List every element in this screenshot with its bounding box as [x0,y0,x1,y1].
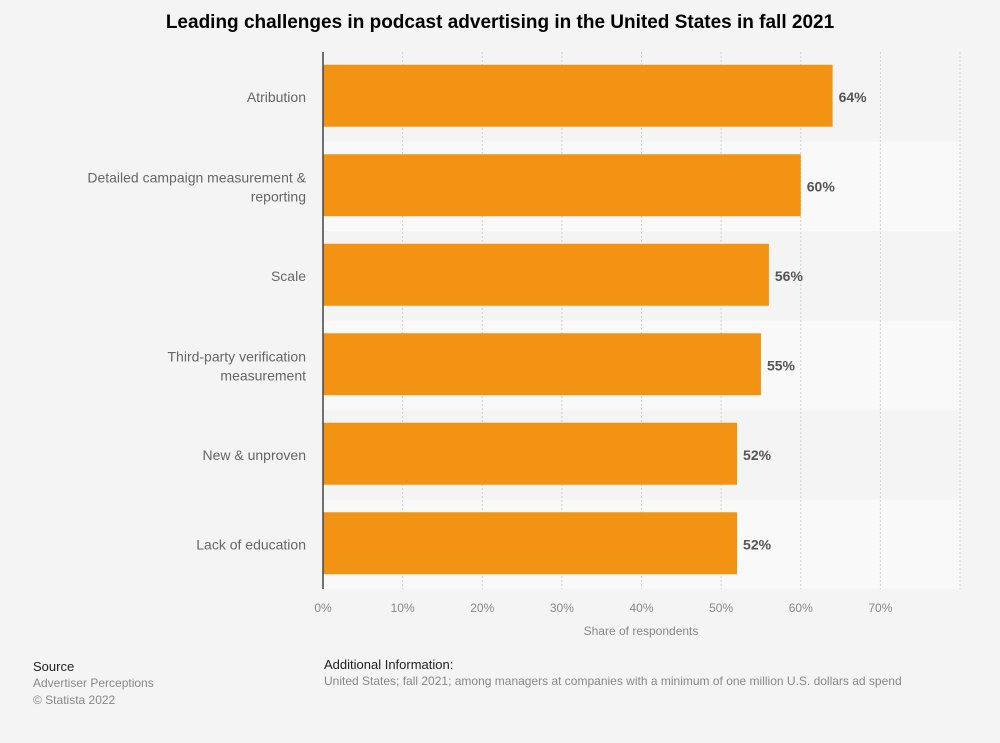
value-label: 52% [743,536,772,552]
x-tick-labels: 0% 10% 20% 30% 40% 50% 60% 70% [314,601,892,615]
bar [323,64,833,127]
bar [323,154,801,217]
category-label: Atribution [247,89,306,105]
value-label: 60% [807,178,836,194]
bar [323,512,738,575]
x-tick-label: 30% [550,601,574,615]
category-label: Lack of education [196,536,306,552]
additional-info-title: Additional Information: [324,657,454,672]
source-title: Source [33,659,75,674]
category-label: Scale [271,268,306,284]
category-label: Third-party verification measurement [168,348,307,383]
bar [323,333,761,396]
x-tick-label: 40% [629,601,653,615]
bar-chart: Atribution Detailed campaign measurement … [87,52,961,638]
x-tick-label: 70% [868,601,892,615]
value-label: 56% [775,268,804,284]
bar [323,422,738,485]
category-labels: Atribution Detailed campaign measurement … [87,89,306,553]
value-label: 55% [767,357,796,373]
bars [323,64,833,575]
gridlines [402,52,961,589]
x-axis-title: Share of respondents [584,624,699,638]
x-tick-label: 50% [709,601,733,615]
source-name[interactable]: Advertiser Perceptions [33,676,154,690]
x-tick-label: 10% [391,601,415,615]
copyright: © Statista 2022 [33,693,116,707]
x-tick-label: 0% [314,601,332,615]
category-label: Detailed campaign measurement & reporting [87,169,306,204]
source-block: Source Advertiser Perceptions © Statista… [33,658,154,709]
category-label: New & unproven [202,447,306,463]
value-label: 64% [839,89,868,105]
value-labels: 64% 60% 56% 55% 52% 52% [743,89,867,553]
additional-info-block: Additional Information: United States; f… [324,656,902,690]
value-label: 52% [743,447,772,463]
additional-info-text: United States; fall 2021; among managers… [324,674,902,688]
x-tick-label: 20% [470,601,494,615]
bar [323,243,769,306]
chart-title: Leading challenges in podcast advertisin… [165,12,835,33]
x-tick-label: 60% [789,601,813,615]
